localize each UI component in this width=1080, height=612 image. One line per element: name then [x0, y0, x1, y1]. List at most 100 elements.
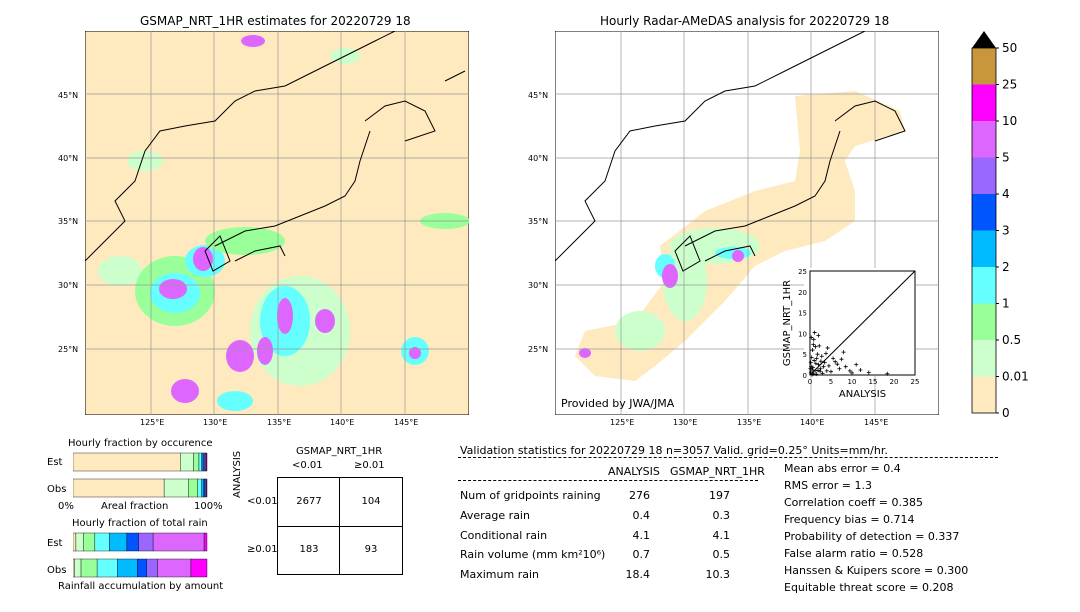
bar-segment-obs	[197, 478, 202, 498]
colorbar-label: 0	[1002, 406, 1010, 420]
scatter-point	[843, 364, 848, 369]
right-analysis-region	[575, 91, 905, 381]
scatter-xtick: 0	[808, 378, 812, 386]
contingency-row-1: ≥0.01	[247, 544, 278, 555]
bar-segment-obs	[201, 478, 204, 498]
bar-segment-obs	[203, 478, 206, 498]
scatter-point	[818, 369, 823, 374]
contingency-grid: 2677 104 183 93	[277, 477, 403, 575]
bar-segment-est	[204, 452, 206, 472]
right-coastline	[555, 31, 906, 272]
bar-segment-est	[152, 532, 205, 552]
rain-fraction-title: Hourly fraction of total rain	[72, 518, 208, 529]
scatter-point	[823, 351, 828, 356]
bar-segment-est	[82, 532, 96, 552]
left-lon-130: 130°E	[203, 418, 228, 427]
scatter-ytick: 10	[798, 330, 807, 338]
scatter-point	[809, 355, 814, 360]
left-map-title: GSMAP_NRT_1HR estimates for 20220729 18	[140, 14, 411, 28]
occ-tick-100: 100%	[194, 501, 223, 512]
cell-10: 183	[299, 544, 319, 555]
colorbar-extend-triangle	[972, 31, 996, 48]
bar-segment-obs	[80, 558, 98, 578]
bar-segment-est	[126, 532, 139, 552]
right-lat-30: 30°N	[528, 281, 549, 290]
colorbar-label: 5	[1002, 151, 1010, 165]
contingency-col-0: <0.01	[292, 460, 323, 471]
colorbar-segment	[972, 340, 996, 377]
left-lon-140: 140°E	[330, 418, 355, 427]
scatter-point	[822, 360, 827, 365]
right-lat-45: 45°N	[528, 91, 549, 100]
bar-segment-obs	[74, 558, 82, 578]
colorbar-segment	[972, 157, 996, 194]
right-lon-125: 125°E	[610, 418, 635, 427]
contingency-row-0: <0.01	[247, 496, 278, 507]
stat-label-2: Conditional rain	[460, 529, 548, 542]
scatter-xlabel: ANALYSIS	[839, 389, 886, 400]
scatter-point	[815, 368, 820, 373]
scatter-point	[808, 360, 813, 365]
occ-est-label: Est	[47, 457, 63, 468]
validation-header: Validation statistics for 20220729 18 n=…	[460, 444, 888, 457]
right-lon-140: 140°E	[800, 418, 825, 427]
stat-a-4: 18.4	[625, 568, 651, 581]
scatter-xtick: 10	[848, 378, 857, 386]
colorbar-segment	[972, 303, 996, 340]
provider-credit: Provided by JWA/JMA	[561, 397, 675, 410]
bar-segment-est	[73, 532, 77, 552]
cell-00: 2677	[296, 496, 322, 507]
bar-segment-est	[138, 532, 154, 552]
score-2: Correlation coeff = 0.385	[784, 496, 923, 509]
scatter-ytick: 15	[798, 310, 807, 318]
colorbar: 50 25 10 5 4 3 2 1 0.5 0.01 0	[971, 31, 1029, 420]
left-lon-145: 145°E	[394, 418, 419, 427]
bar-segment-obs	[73, 478, 165, 498]
scatter-point	[817, 343, 822, 348]
colorbar-label: 25	[1002, 78, 1017, 92]
left-lon-125: 125°E	[140, 418, 165, 427]
scatter-point	[808, 366, 813, 371]
validation-col-b: GSMAP_NRT_1HR	[670, 465, 765, 478]
scatter-point	[847, 368, 852, 373]
validation-col-a: ANALYSIS	[608, 465, 660, 478]
colorbar-segment	[972, 230, 996, 267]
scatter-point	[818, 366, 823, 371]
bar-segment-obs	[117, 558, 138, 578]
scatter-point	[831, 356, 836, 361]
cell-11: 93	[364, 544, 378, 555]
occ-xlabel: Areal fraction	[101, 501, 169, 512]
score-6: Hanssen & Kuipers score = 0.300	[784, 564, 969, 577]
left-coastline	[85, 31, 466, 272]
right-map-title: Hourly Radar-AMeDAS analysis for 2022072…	[600, 14, 890, 28]
colorbar-segment	[972, 121, 996, 158]
contingency-row-axis: ANALYSIS	[232, 450, 243, 498]
right-lat-25: 25°N	[528, 345, 549, 354]
scatter-point	[839, 357, 844, 362]
left-lat-45: 45°N	[58, 91, 79, 100]
left-rain-patches	[98, 35, 469, 411]
scatter-point	[841, 350, 846, 355]
scatter-point	[821, 364, 826, 369]
bar-segment-est	[201, 452, 204, 472]
colorbar-segment	[972, 376, 996, 413]
scatter-point	[824, 368, 829, 373]
stat-b-0: 197	[709, 489, 730, 502]
colorbar-label: 4	[1002, 187, 1010, 201]
colorbar-segment	[972, 48, 996, 85]
occ-obs-label: Obs	[47, 484, 67, 495]
bar-segment-obs	[146, 558, 158, 578]
scatter-point	[814, 372, 819, 377]
right-lon-145: 145°E	[864, 418, 889, 427]
scatter-point	[815, 352, 820, 357]
scatter-point	[833, 359, 838, 364]
scatter-point	[829, 369, 833, 374]
colorbar-label: 0.01	[1002, 370, 1029, 384]
stat-label-4: Maximum rain	[460, 568, 539, 581]
scatter-point	[818, 359, 823, 364]
rain-fraction-bars	[73, 532, 208, 578]
scatter-point	[866, 370, 871, 375]
bar-segment-est	[73, 452, 181, 472]
scatter-ytick: 0	[803, 372, 807, 380]
right-lon-135: 135°E	[737, 418, 762, 427]
